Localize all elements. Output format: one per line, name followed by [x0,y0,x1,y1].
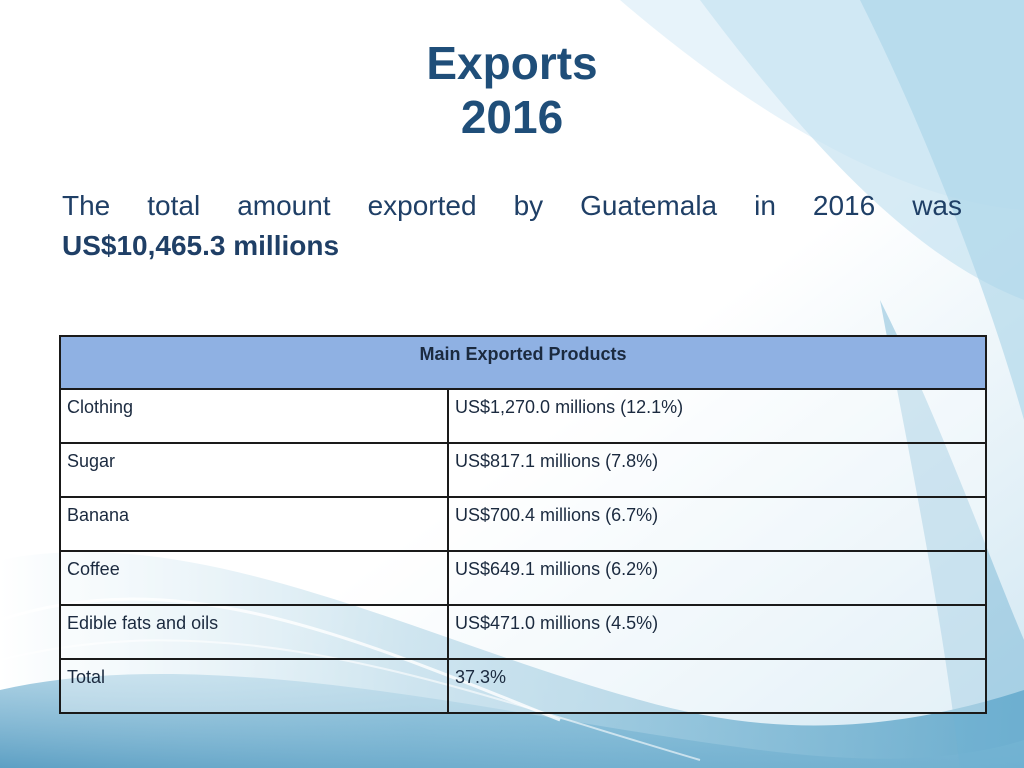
title-line-2: 2016 [460,91,564,143]
intro-word: 2016 [812,190,876,221]
intro-line-1: The total amount exported by Guatemala i… [62,186,962,226]
intro-word: by [513,190,544,221]
table-row: Coffee US$649.1 millions (6.2%) [59,550,987,606]
table-row-total: Total 37.3% [59,658,987,714]
table-header: Main Exported Products [59,335,987,390]
intro-word: was [912,190,962,221]
value-cell: US$649.1 millions (6.2%) [447,550,987,606]
exports-table: Main Exported Products Clothing US$1,270… [59,335,987,714]
table-row: Sugar US$817.1 millions (7.8%) [59,442,987,498]
product-cell: Edible fats and oils [59,604,449,660]
title-line-1: Exports [426,37,598,89]
value-cell: US$700.4 millions (6.7%) [447,496,987,552]
product-cell: Coffee [59,550,449,606]
table-row: Clothing US$1,270.0 millions (12.1%) [59,388,987,444]
intro-word: exported [367,190,477,221]
intro-word: total [147,190,201,221]
slide-title: Exports 2016 [0,36,1024,144]
product-cell: Clothing [59,388,449,444]
intro-word: amount [237,190,331,221]
value-cell: US$817.1 millions (7.8%) [447,442,987,498]
intro-word: Guatemala [580,190,718,221]
table-header-row: Main Exported Products [59,335,987,390]
table-row: Banana US$700.4 millions (6.7%) [59,496,987,552]
intro-word: The [62,190,111,221]
product-cell: Total [59,658,449,714]
value-cell: US$1,270.0 millions (12.1%) [447,388,987,444]
product-cell: Sugar [59,442,449,498]
intro-paragraph: The total amount exported by Guatemala i… [62,186,962,266]
product-cell: Banana [59,496,449,552]
intro-word: in [754,190,776,221]
intro-amount: US$10,465.3 millions [62,230,340,261]
value-cell: US$471.0 millions (4.5%) [447,604,987,660]
table-row: Edible fats and oils US$471.0 millions (… [59,604,987,660]
value-cell: 37.3% [447,658,987,714]
